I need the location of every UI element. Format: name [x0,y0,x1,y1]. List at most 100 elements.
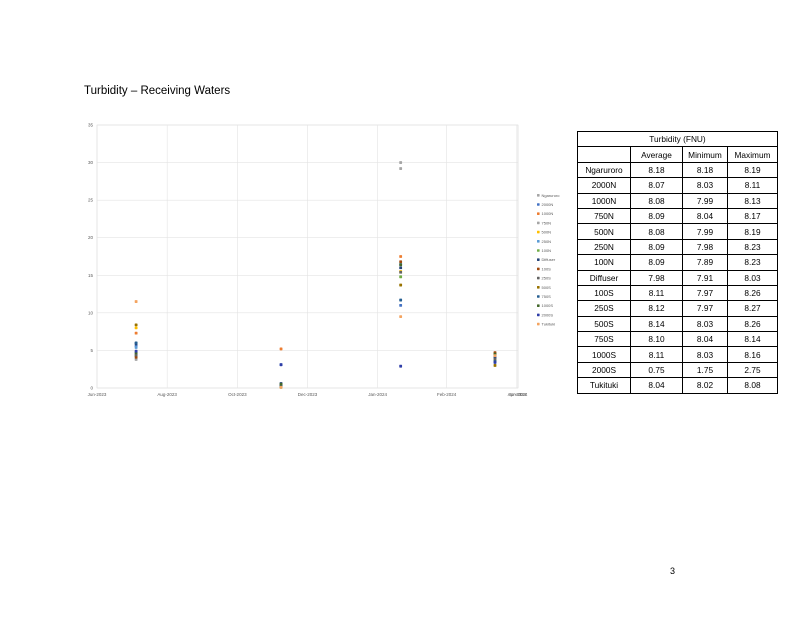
x-tick-label: Feb-2024 [437,392,457,397]
table-cell: 8.08 [727,377,778,394]
data-point-tukituki [134,300,138,303]
legend-marker [537,221,540,225]
table-row-label: 250S [577,300,631,317]
table-row: 750S 8.10 8.04 8.14 [577,331,778,348]
table-cell: 8.23 [727,238,778,256]
legend-label: Diffuser [542,257,556,262]
table-row-label: Diffuser [577,269,631,286]
table-cell: 8.27 [727,300,778,317]
table-cell: 8.08 [630,192,683,209]
data-point-100n [399,275,403,279]
table-row: 750N 8.09 8.04 8.17 [577,207,778,225]
table-cell: 2.75 [727,361,778,379]
section-heading: Turbidity – Receiving Waters [84,85,231,97]
data-point-diffuser [399,266,403,270]
legend-label: 250S [542,276,552,281]
table-title-row: Turbidity (FNU) [577,130,778,148]
table-cell: 7.89 [682,254,728,271]
data-point-1000s [279,382,283,386]
y-tick-label: 25 [88,198,94,203]
data-point-100s [399,260,403,264]
table-cell: 8.04 [682,331,728,348]
table-cell: 8.02 [682,377,728,394]
legend-label: Ngaruroro [542,193,561,198]
legend-marker [537,267,540,271]
data-point-1000s [399,263,403,267]
table-cell: 7.97 [682,284,728,302]
x-tick-label: Oct-2023 [228,392,247,397]
data-point-500s [399,283,403,287]
legend-marker [537,322,540,326]
legend-marker [537,203,540,206]
table-cell: 8.26 [727,284,778,302]
table-cell: 8.07 [630,177,683,194]
table-header-cell: Maximum [727,146,778,163]
table-row-label: Ngaruroro [577,161,631,179]
table-row: 1000N 8.08 7.99 8.13 [577,192,778,209]
turbidity-scatter-chart: 0 5 10 15 20 25 30 35 Jun-2023 Aug-2023 Oct-2023 De… [88,123,561,398]
data-point-2000s [399,364,403,368]
table-row: 1000S 8.11 8.03 8.16 [577,346,778,363]
legend-label: 750S [542,294,552,299]
data-point-750s [134,341,138,345]
table-row-label: 2000S [577,361,631,379]
legend-marker [537,304,540,307]
y-tick-label: 10 [88,310,94,315]
table-cell: 8.26 [727,315,778,333]
legend-marker [537,249,540,252]
table-cell: 8.12 [630,300,683,317]
table-row-label: 100S [577,284,631,302]
table-row-label: 1000S [577,346,631,363]
y-tick-label: 35 [88,123,94,128]
data-point-100s [134,355,138,359]
table-row: 500N 8.08 7.99 8.19 [577,223,778,240]
legend-label: 1000N [542,211,554,216]
y-tick-label: 30 [88,160,94,165]
data-point-tukituki [279,385,283,389]
x-tick-label: Dec-2023 [298,392,318,397]
data-point-250s [493,358,497,361]
table-cell: 8.14 [630,315,683,333]
data-point-500n [134,326,138,330]
y-tick-label: 15 [88,273,94,278]
table-row: 250S 8.12 7.97 8.27 [577,300,778,317]
legend-marker [537,230,540,234]
table-cell: 8.04 [630,377,683,394]
table-cell: 7.91 [682,269,728,286]
legend-marker [537,295,540,298]
legend-label: 500N [542,230,552,235]
table-cell: 8.08 [630,223,683,240]
legend-marker [537,194,540,197]
table-cell: 8.17 [727,207,778,225]
data-point-tukituki [493,354,497,358]
legend-marker [537,276,540,280]
table-cell: 8.03 [682,346,728,363]
data-point-2000s [134,349,138,353]
legend-marker [537,286,540,289]
y-tick-label: 0 [90,386,93,391]
table-cell: 8.16 [727,346,778,363]
table-cell: 8.10 [630,331,683,348]
data-point-1000n [279,347,283,351]
legend-label: 2000S [542,312,554,317]
table-header-row: Average Minimum Maximum [577,146,778,163]
table-cell: 8.13 [727,192,778,209]
legend-marker [537,212,540,215]
table-row: 2000N 8.07 8.03 8.11 [577,177,778,194]
table-row-label: 250N [577,238,631,256]
turbidity-table: Turbidity (FNU) Average Minimum Maximum … [577,130,778,394]
table-cell: 8.03 [727,269,778,286]
legend-marker [537,240,540,243]
table-row-label: 100N [577,254,631,271]
data-point-500s [134,323,138,327]
table-cell: 7.97 [682,300,728,317]
table-row-label: 500S [577,315,631,333]
data-point-250n [134,346,138,349]
legend-label: 750N [542,220,552,225]
data-point-250s [399,270,403,274]
data-point-1000n [399,255,403,258]
table-row: 250N 8.09 7.98 8.23 [577,238,778,256]
table-row: 500S 8.14 8.03 8.26 [577,315,778,333]
table-cell: 8.11 [630,284,683,302]
table-cell: 8.14 [727,331,778,348]
